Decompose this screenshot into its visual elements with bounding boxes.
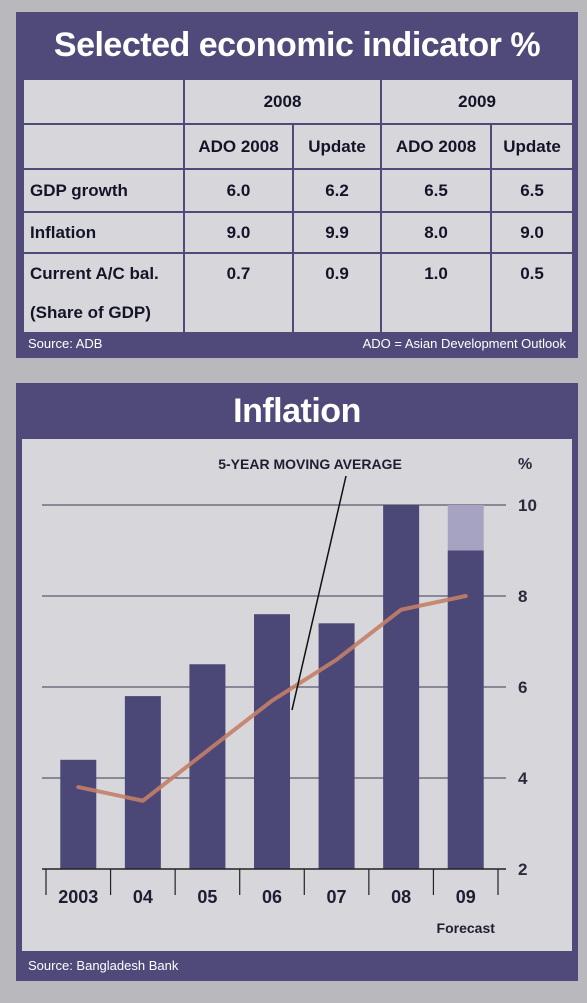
table-cell: 9.0 bbox=[183, 211, 294, 255]
x-tick-label: 07 bbox=[327, 887, 347, 907]
table-sub-header-row: ADO 2008 Update ADO 2008 Update bbox=[22, 123, 575, 171]
table-source: Source: ADB bbox=[28, 336, 103, 351]
x-tick-label: 04 bbox=[133, 887, 153, 907]
bar bbox=[189, 664, 226, 869]
y-tick-label: 6 bbox=[518, 678, 527, 697]
moving-average-label: 5-YEAR MOVING AVERAGE bbox=[218, 456, 402, 472]
table-corner-cell bbox=[22, 77, 185, 126]
table-cell: 9.9 bbox=[291, 211, 383, 255]
y-tick-label: 2 bbox=[518, 860, 527, 879]
bar bbox=[254, 614, 290, 869]
table-cell: 1.0 bbox=[380, 252, 493, 294]
chart-source: Source: Bangladesh Bank bbox=[28, 958, 179, 973]
table-cell: 9.0 bbox=[490, 211, 575, 255]
row-label: GDP growth bbox=[22, 168, 185, 214]
table-cell bbox=[183, 293, 294, 334]
bar-forecast-segment bbox=[447, 505, 484, 551]
table-cell: 0.9 bbox=[291, 252, 383, 294]
table-cell bbox=[291, 293, 383, 334]
row-label: Inflation bbox=[22, 211, 185, 255]
x-tick-label: 09 bbox=[456, 887, 476, 907]
table-row: Current A/C bal. 0.7 0.9 1.0 0.5 bbox=[22, 252, 575, 294]
bar bbox=[447, 550, 484, 869]
year-header-2009: 2009 bbox=[380, 77, 575, 126]
table-cell bbox=[380, 293, 493, 334]
table-row: Inflation 9.0 9.9 8.0 9.0 bbox=[22, 211, 575, 255]
table-source-bar: Source: ADB ADO = Asian Development Outl… bbox=[28, 335, 566, 353]
bar bbox=[318, 623, 355, 869]
forecast-label: Forecast bbox=[437, 920, 496, 936]
table-cell: 0.5 bbox=[490, 252, 575, 294]
y-tick-label: 8 bbox=[518, 587, 527, 606]
table-cell: 6.5 bbox=[490, 168, 575, 214]
table-title: Selected economic indicator % bbox=[53, 26, 541, 64]
indicator-table: 2008 2009 ADO 2008 Update ADO 2008 Updat… bbox=[22, 77, 575, 334]
moving-average-line bbox=[76, 594, 468, 803]
x-tick-label: 2003 bbox=[58, 887, 98, 907]
table-cell: 6.0 bbox=[183, 168, 294, 214]
inflation-chart: 2 4 6 8 10% 5-YEAR MOVING AVERAGE 2003 04 05 06 07… bbox=[42, 456, 537, 936]
row-label: Current A/C bal. bbox=[22, 252, 185, 294]
inflation-chart-panel: Inflation 2 4 6 8 10% 5-YEAR MOVING AVERAGE 20… bbox=[16, 383, 578, 981]
chart-body: 2 4 6 8 10% 5-YEAR MOVING AVERAGE 2003 04 05 06 07… bbox=[22, 439, 572, 951]
sub-header-cell: ADO 2008 bbox=[183, 123, 294, 171]
table-cell: 6.2 bbox=[291, 168, 383, 214]
sub-header-cell: Update bbox=[490, 123, 575, 171]
table-body: 2008 2009 ADO 2008 Update ADO 2008 Updat… bbox=[22, 77, 575, 334]
x-tick-label: 06 bbox=[262, 887, 282, 907]
table-cell: 0.7 bbox=[183, 252, 294, 294]
year-header-2008: 2008 bbox=[182, 77, 383, 126]
table-corner-cell bbox=[22, 123, 185, 171]
table-year-header-row: 2008 2009 bbox=[22, 77, 575, 126]
table-row: GDP growth 6.0 6.2 6.5 6.5 bbox=[22, 168, 575, 214]
y-tick-label: 4 bbox=[518, 769, 528, 788]
indicator-table-panel: Selected economic indicator % 2008 2009 … bbox=[16, 12, 578, 358]
y-tick-label: 10 bbox=[518, 496, 537, 515]
chart-source-bar: Source: Bangladesh Bank bbox=[28, 957, 566, 975]
table-row: (Share of GDP) bbox=[22, 293, 575, 334]
annotation-leader-line bbox=[291, 475, 347, 711]
table-cell: 6.5 bbox=[380, 168, 493, 214]
table-cell: 8.0 bbox=[380, 211, 493, 255]
bar bbox=[383, 505, 420, 869]
chart-title: Inflation bbox=[233, 392, 361, 430]
sub-header-cell: Update bbox=[291, 123, 383, 171]
sub-header-cell: ADO 2008 bbox=[380, 123, 493, 171]
row-label: (Share of GDP) bbox=[22, 293, 185, 334]
table-note: ADO = Asian Development Outlook bbox=[362, 336, 566, 351]
x-tick-label: 05 bbox=[197, 887, 217, 907]
y-axis-unit: % bbox=[518, 456, 532, 473]
bar bbox=[124, 696, 161, 869]
x-tick-label: 08 bbox=[391, 887, 411, 907]
bar bbox=[60, 759, 97, 869]
table-cell bbox=[490, 293, 575, 334]
